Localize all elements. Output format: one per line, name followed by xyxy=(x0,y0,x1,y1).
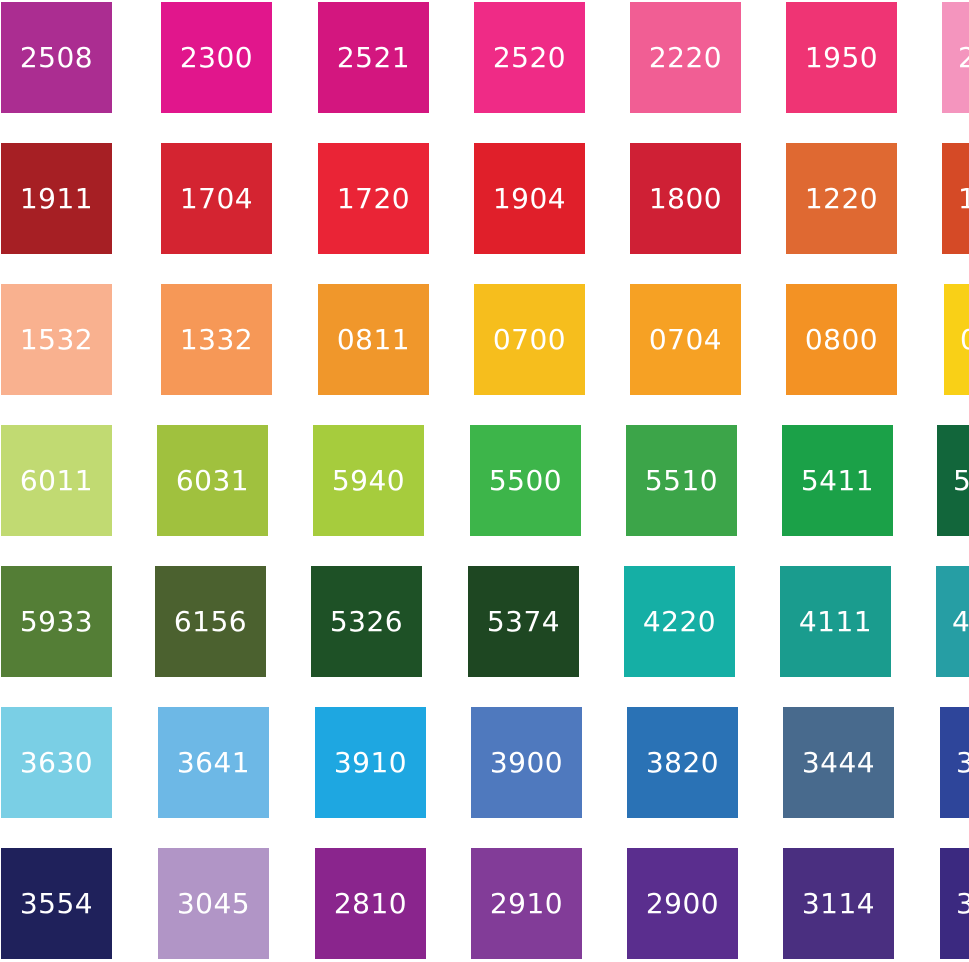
swatch-oranges-yellows-1: 1532 xyxy=(1,284,112,395)
swatch-dark-greens-teals-5: 4220 xyxy=(624,566,735,677)
swatch-pinks-3: 2521 xyxy=(318,2,429,113)
swatch-blues-2: 3641 xyxy=(158,707,269,818)
swatch-pinks-1: 2508 xyxy=(1,2,112,113)
swatch-pinks-2: 2300 xyxy=(161,2,272,113)
swatch-dark-greens-teals-2: 6156 xyxy=(155,566,266,677)
swatch-dark-greens-teals-7: 4 xyxy=(936,566,969,677)
swatch-blues-5: 3820 xyxy=(627,707,738,818)
swatch-reds-7: 1 xyxy=(942,143,969,254)
swatch-oranges-yellows-3: 0811 xyxy=(318,284,429,395)
swatch-dark-greens-teals-6: 4111 xyxy=(780,566,891,677)
swatch-blues-3: 3910 xyxy=(315,707,426,818)
swatch-purples-2: 3045 xyxy=(158,848,269,959)
swatch-pinks-7: 2 xyxy=(942,2,969,113)
swatch-greens-5: 5510 xyxy=(626,425,737,536)
swatch-oranges-yellows-7: 0 xyxy=(944,284,969,395)
swatch-reds-5: 1800 xyxy=(630,143,741,254)
swatch-greens-7: 5 xyxy=(937,425,969,536)
swatch-greens-3: 5940 xyxy=(313,425,424,536)
swatch-reds-1: 1911 xyxy=(1,143,112,254)
swatch-oranges-yellows-6: 0800 xyxy=(786,284,897,395)
swatch-dark-greens-teals-3: 5326 xyxy=(311,566,422,677)
swatch-purples-1: 3554 xyxy=(1,848,112,959)
swatch-pinks-4: 2520 xyxy=(474,2,585,113)
swatch-purples-7: 3 xyxy=(940,848,969,959)
swatch-blues-1: 3630 xyxy=(1,707,112,818)
swatch-reds-2: 1704 xyxy=(161,143,272,254)
swatch-purples-6: 3114 xyxy=(783,848,894,959)
swatch-purples-3: 2810 xyxy=(315,848,426,959)
swatch-greens-6: 5411 xyxy=(782,425,893,536)
swatch-reds-3: 1720 xyxy=(318,143,429,254)
swatch-greens-4: 5500 xyxy=(470,425,581,536)
swatch-dark-greens-teals-1: 5933 xyxy=(1,566,112,677)
swatch-oranges-yellows-5: 0704 xyxy=(630,284,741,395)
swatch-oranges-yellows-4: 0700 xyxy=(474,284,585,395)
swatch-blues-7: 3 xyxy=(940,707,969,818)
swatch-dark-greens-teals-4: 5374 xyxy=(468,566,579,677)
swatch-pinks-5: 2220 xyxy=(630,2,741,113)
swatch-reds-4: 1904 xyxy=(474,143,585,254)
swatch-reds-6: 1220 xyxy=(786,143,897,254)
swatch-greens-2: 6031 xyxy=(157,425,268,536)
swatch-pinks-6: 1950 xyxy=(786,2,897,113)
swatch-purples-5: 2900 xyxy=(627,848,738,959)
swatch-blues-4: 3900 xyxy=(471,707,582,818)
swatch-oranges-yellows-2: 1332 xyxy=(161,284,272,395)
swatch-blues-6: 3444 xyxy=(783,707,894,818)
swatch-greens-1: 6011 xyxy=(1,425,112,536)
swatch-purples-4: 2910 xyxy=(471,848,582,959)
